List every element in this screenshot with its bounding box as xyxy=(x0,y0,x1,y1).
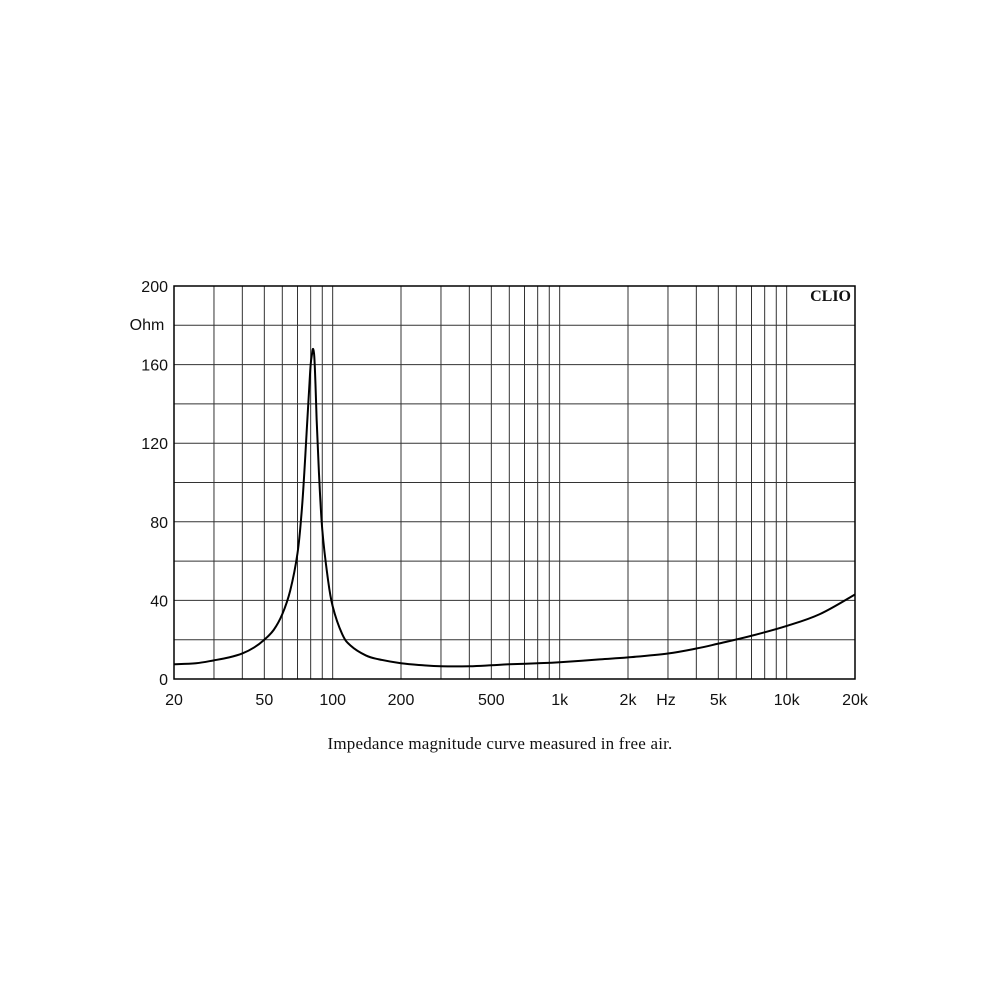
y-axis-tick-labels: 0 40 80 120 160 200 xyxy=(141,279,168,689)
impedance-curve xyxy=(173,347,856,668)
y-tick-label: 120 xyxy=(141,436,168,453)
figure-caption: Impedance magnitude curve measured in fr… xyxy=(327,734,673,753)
brand-label: CLIO xyxy=(810,288,851,305)
y-tick-label: 160 xyxy=(141,358,168,375)
y-tick-label: 0 xyxy=(159,672,168,689)
x-tick-label: 1k xyxy=(551,692,569,709)
major-grid xyxy=(174,324,855,641)
y-axis-unit-label: Ohm xyxy=(130,317,165,334)
plot-frame xyxy=(173,285,856,680)
x-axis-unit-label: Hz xyxy=(656,692,676,709)
x-tick-label: 5k xyxy=(710,692,728,709)
x-tick-label: 100 xyxy=(319,692,346,709)
x-tick-label: 20 xyxy=(165,692,183,709)
x-tick-label: 200 xyxy=(388,692,415,709)
y-tick-label: 200 xyxy=(141,279,168,296)
x-tick-label: 20k xyxy=(842,692,869,709)
x-tick-label: 2k xyxy=(620,692,638,709)
x-tick-label: 500 xyxy=(478,692,505,709)
y-tick-label: 80 xyxy=(150,515,168,532)
x-tick-label: 50 xyxy=(255,692,273,709)
x-tick-label: 10k xyxy=(774,692,801,709)
y-tick-label: 40 xyxy=(150,593,168,610)
x-axis-tick-labels: 20 50 100 200 500 1k 2k 5k 10k 20k xyxy=(165,692,869,709)
